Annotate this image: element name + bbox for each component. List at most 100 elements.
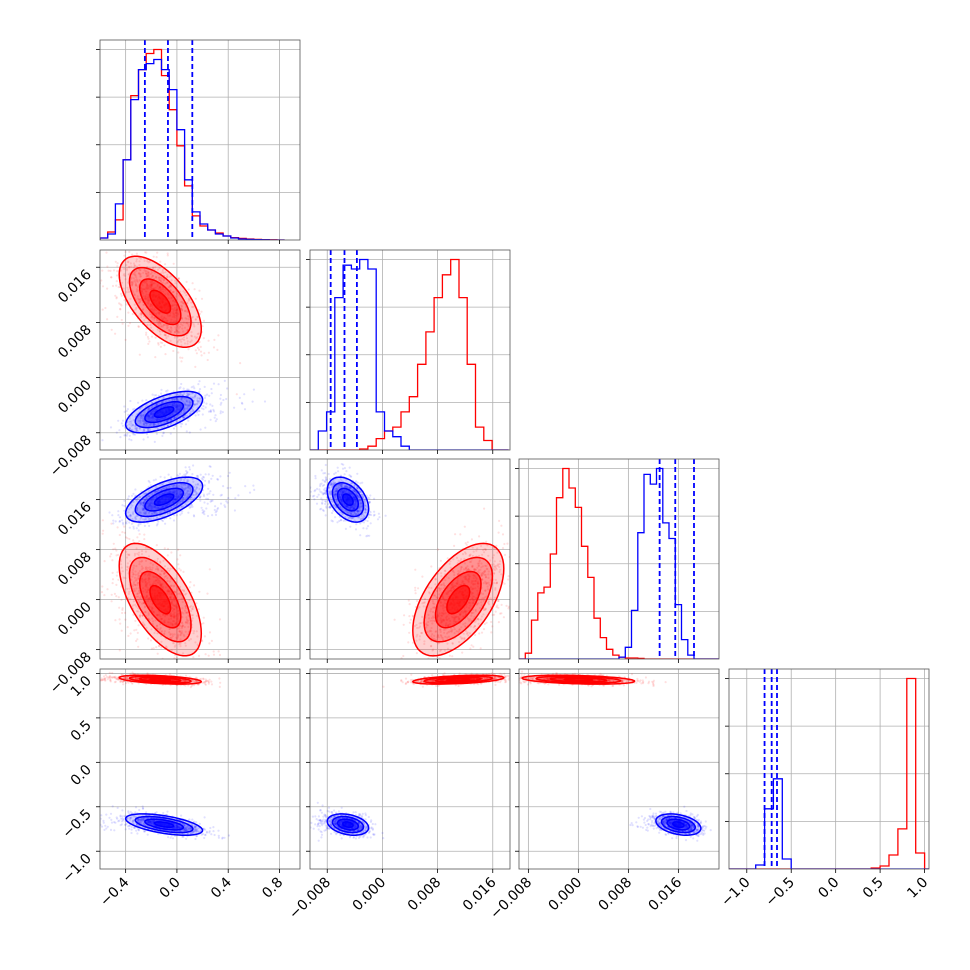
x-tick-label: −0.4 [97,874,132,909]
axes-frame [309,458,511,660]
histogram-series [729,778,929,869]
density-fill [154,494,174,506]
contour-line [660,815,697,834]
contour-line [326,476,370,523]
contour-line [153,406,175,418]
x-tick-label: 0.016 [646,874,686,914]
contour-line [342,821,354,828]
histogram-panel [515,458,720,663]
scatter-panel: −0.4 0.0 0.4 0.8−1.0−0.50.00.51.0 [59,668,301,910]
density-fill [150,585,171,614]
y-tick-label: 0.0 [68,762,95,789]
contour-line [411,674,505,685]
y-tick-label: 0.016 [55,267,95,307]
density-fill [154,406,174,418]
x-tick-label: 0.0 [157,875,184,902]
x-tick-label: 0.8 [259,875,286,902]
contour-line [331,815,365,834]
contour-line [521,674,636,685]
axes-frame [728,668,930,870]
contour-line [331,482,365,518]
contour-line [124,390,204,434]
contour-line [138,676,182,683]
axes-frame [99,668,301,870]
axes-frame [99,39,301,241]
contour-line [153,821,175,828]
contour-line [655,813,702,836]
contour-line [149,584,172,615]
contour-line [149,677,172,682]
contour-line [342,493,354,506]
axes-frame [518,458,720,660]
contour-line [144,818,185,831]
y-tick-label: −0.008 [47,432,95,480]
x-tick-label: 0.000 [546,875,586,915]
contour-line [144,400,185,424]
x-tick-label: 0.0 [815,875,842,902]
contour-line [535,675,622,684]
x-tick-label: −1.0 [718,875,753,910]
x-tick-label: −0.5 [763,875,798,910]
contour-line [128,556,192,643]
contour-line [144,487,185,512]
density-fill [154,821,174,828]
contour-line [666,818,691,831]
contour-line [446,584,471,615]
contour-line [336,487,360,512]
x-tick-label: −0.008 [286,875,334,923]
contour-line [118,255,203,348]
y-tick-label: 0.008 [55,549,95,589]
histogram-panel [96,39,301,244]
axes-frame [309,249,511,451]
contour-line [412,542,505,657]
histogram-panel: −1.0 −0.5 0.0 0.5 1.0 [718,668,931,910]
contour-line [138,570,182,629]
axes-frame [99,249,301,451]
axes-frame [309,668,511,870]
contour-line [138,278,182,326]
contour-line [672,821,685,828]
scatter-panel: −0.008 0.000 0.008 0.016 [47,249,301,480]
y-tick-label: 0.016 [55,499,95,539]
corner-plot-panels: −0.008 0.000 0.008 0.016 −0.008 0.000 0.008 0.0… [47,39,931,923]
histogram-series [729,677,929,869]
x-tick-label: 0.000 [350,875,390,915]
y-tick-label: 0.000 [55,377,95,417]
density-fill [446,585,470,614]
histogram-series [100,58,285,240]
histogram-series [310,258,509,450]
x-tick-label: 1.0 [904,875,931,902]
contour-line [423,556,494,643]
histogram-panel [306,249,511,454]
contour-line [124,813,204,836]
contour-line [336,818,360,831]
contour-line [128,266,192,337]
contour-line [153,493,175,506]
contour-line [423,675,494,684]
contour-line [118,674,203,685]
y-tick-label: −1.0 [59,851,94,886]
contour-line [134,395,194,429]
histogram-series [519,467,719,659]
contour-line [134,482,194,518]
y-tick-label: 0.008 [55,322,95,362]
x-tick-label: 0.008 [405,875,445,915]
scatter-points [393,507,510,659]
scatter-panel [306,458,511,663]
y-tick-label: −0.5 [59,806,94,841]
contour-line [326,813,370,836]
y-tick-label: 0.5 [68,717,95,744]
contour-line [128,675,192,684]
y-tick-label: 0.000 [55,599,95,639]
contour-line [124,476,204,523]
density-fill [150,290,171,314]
contour-line [434,676,482,683]
contour-line [445,677,471,682]
contour-line [149,289,172,314]
axes-frame [518,668,720,870]
x-tick-label: 0.5 [860,875,887,902]
